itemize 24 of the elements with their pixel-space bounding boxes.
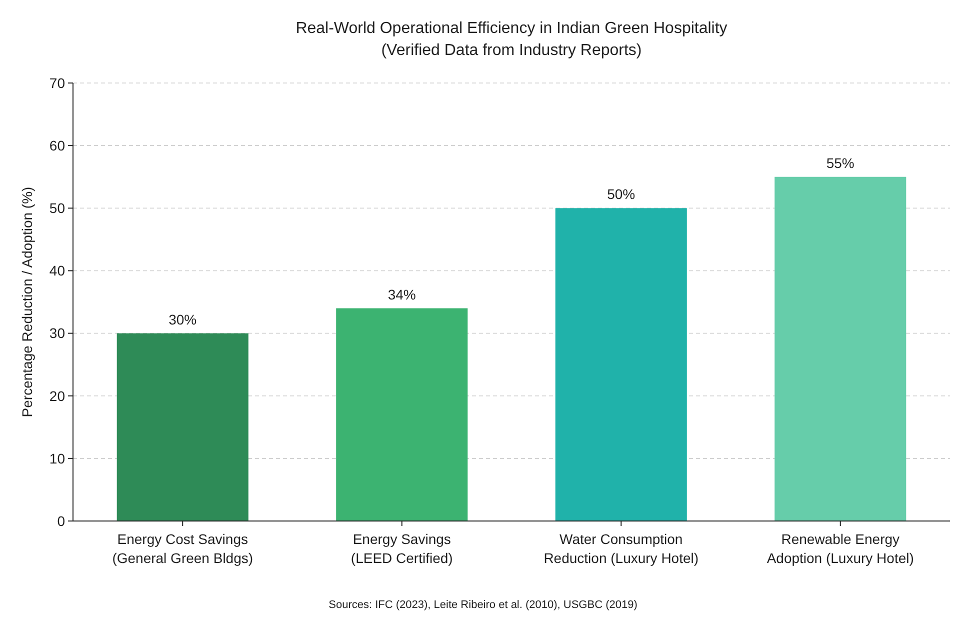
y-tick-label: 10 xyxy=(49,450,66,466)
y-tick-label: 60 xyxy=(49,137,66,154)
y-tick-label: 40 xyxy=(49,262,66,279)
x-tick-label: Energy Savings (LEED Certified) xyxy=(350,531,453,566)
x-tick-label: Renewable Energy Adoption (Luxury Hotel) xyxy=(766,531,914,566)
bar xyxy=(116,333,248,521)
source-note: Sources: IFC (2023), Leite Ribeiro et al. (2010), USGBC (2019) xyxy=(328,599,638,611)
data-label: 50% xyxy=(607,186,636,202)
data-label: 34% xyxy=(388,286,416,302)
x-tick-label: Water Consumption Reduction (Luxury Hotel) xyxy=(544,531,699,566)
y-tick-label: 70 xyxy=(49,74,66,91)
x-tick-label: Energy Cost Savings (General Green Bldgs) xyxy=(112,531,254,566)
data-label: 55% xyxy=(826,154,854,171)
y-tick-label: 20 xyxy=(49,388,66,404)
y-axis-title: Percentage Reduction / Adoption (%) xyxy=(19,186,35,418)
bar xyxy=(555,208,687,521)
y-tick-label: 50 xyxy=(49,200,66,216)
data-label: 30% xyxy=(168,311,197,328)
y-tick-label: 0 xyxy=(57,512,66,529)
chart-subtitle: (Verified Data from Industry Reports) xyxy=(381,42,642,59)
chart-title: Real-World Operational Efficiency in Indian Green Hospitality xyxy=(296,20,728,37)
bar xyxy=(774,176,906,521)
bar xyxy=(336,308,468,521)
y-tick-label: 30 xyxy=(49,325,66,342)
